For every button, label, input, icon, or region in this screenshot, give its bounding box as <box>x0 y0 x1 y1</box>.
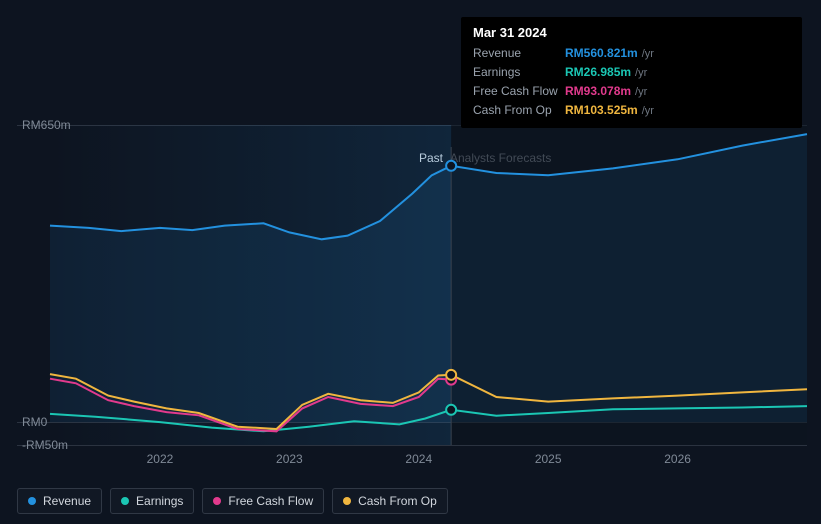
x-axis-tick-label: 2023 <box>276 452 303 466</box>
tooltip-row: Cash From OpRM103.525m/yr <box>473 101 790 120</box>
tooltip-row: EarningsRM26.985m/yr <box>473 63 790 82</box>
tooltip-row-unit: /yr <box>635 83 647 101</box>
tooltip-row-unit: /yr <box>642 45 654 63</box>
chart-legend: Revenue Earnings Free Cash Flow Cash From O… <box>17 488 448 514</box>
tooltip-row: RevenueRM560.821m/yr <box>473 44 790 63</box>
series-marker-cfo <box>446 370 456 380</box>
tooltip-date: Mar 31 2024 <box>473 25 790 40</box>
chart-tooltip: Mar 31 2024 RevenueRM560.821m/yrEarnings… <box>461 17 802 128</box>
tooltip-row-unit: /yr <box>635 64 647 82</box>
legend-dot-icon <box>213 497 221 505</box>
legend-dot-icon <box>28 497 36 505</box>
legend-dot-icon <box>343 497 351 505</box>
x-axis-tick-label: 2025 <box>535 452 562 466</box>
financials-chart: Mar 31 2024 RevenueRM560.821m/yrEarnings… <box>17 0 807 478</box>
legend-item-earnings[interactable]: Earnings <box>110 488 194 514</box>
tooltip-row: Free Cash FlowRM93.078m/yr <box>473 82 790 101</box>
x-axis-tick-label: 2026 <box>664 452 691 466</box>
legend-item-revenue[interactable]: Revenue <box>17 488 102 514</box>
tooltip-row-label: Earnings <box>473 63 565 81</box>
legend-item-label: Earnings <box>136 494 183 508</box>
tooltip-row-label: Free Cash Flow <box>473 82 565 100</box>
legend-item-label: Cash From Op <box>358 494 437 508</box>
tooltip-row-label: Cash From Op <box>473 101 565 119</box>
x-axis-tick-label: 2024 <box>405 452 432 466</box>
legend-dot-icon <box>121 497 129 505</box>
x-axis-tick-label: 2022 <box>147 452 174 466</box>
tooltip-row-value: RM103.525m <box>565 101 638 119</box>
tooltip-row-value: RM93.078m <box>565 82 631 100</box>
legend-item-cfo[interactable]: Cash From Op <box>332 488 448 514</box>
tooltip-row-value: RM26.985m <box>565 63 631 81</box>
tooltip-row-label: Revenue <box>473 44 565 62</box>
series-marker-revenue <box>446 161 456 171</box>
legend-item-label: Free Cash Flow <box>228 494 313 508</box>
legend-item-label: Revenue <box>43 494 91 508</box>
tooltip-row-value: RM560.821m <box>565 44 638 62</box>
series-marker-earnings <box>446 405 456 415</box>
legend-item-fcf[interactable]: Free Cash Flow <box>202 488 324 514</box>
tooltip-row-unit: /yr <box>642 102 654 120</box>
